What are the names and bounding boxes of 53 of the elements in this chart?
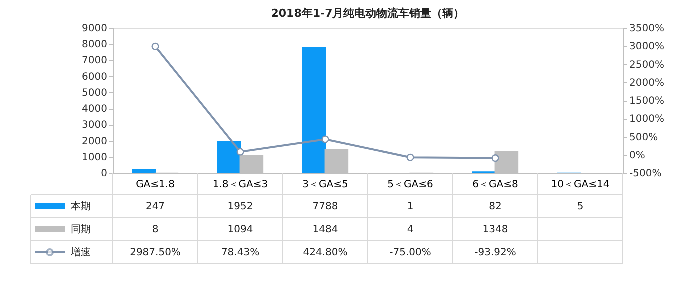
data-label: 424.80% [303, 248, 348, 258]
y-tick-label: 1000 [82, 152, 108, 164]
y2-tick-label: 2000% [630, 78, 664, 89]
data-label: 1484 [312, 224, 338, 236]
data-label: 5 [577, 202, 584, 212]
data-label: 1348 [482, 224, 508, 236]
data-label: 1094 [228, 224, 254, 236]
data-label: -75.00% [390, 248, 432, 258]
x-tick-label: 6＜GA≤8 [472, 180, 518, 190]
y-tick-label: 0 [101, 168, 108, 180]
y2-tick-label: 0% [630, 150, 646, 162]
data-label: 8 [152, 224, 159, 236]
legend-label: 本期 [71, 200, 91, 212]
y2-tick-label: -500% [630, 168, 662, 180]
y-tick-label: 2000 [82, 136, 108, 148]
data-label: 82 [489, 202, 502, 212]
legend-label: 同期 [71, 224, 91, 236]
y2-tick-label: 500% [630, 132, 658, 144]
y-tick-label: 9000 [82, 24, 108, 34]
point [236, 148, 244, 156]
data-label: 1952 [228, 202, 254, 212]
y-tick-label: 4000 [82, 104, 108, 116]
data-label: 1 [407, 202, 414, 212]
data-label: 78.43% [221, 248, 260, 258]
y-tick-label: 8000 [82, 40, 108, 51]
bar [302, 48, 326, 173]
data-label: 4 [407, 224, 414, 236]
y-tick-label: 6000 [82, 72, 108, 83]
bar [132, 169, 156, 173]
y2-tick-label: 3000% [630, 42, 664, 53]
data-label: 7788 [312, 202, 338, 212]
point [492, 154, 500, 162]
point [322, 136, 330, 144]
data-label: -93.92% [474, 248, 516, 258]
data-label: 2987.50% [130, 248, 181, 258]
y-tick-label: 5000 [82, 88, 108, 99]
x-tick-label: 10＜GA≤14 [551, 180, 610, 190]
bar [217, 142, 242, 173]
y2-tick-label: 1000% [630, 114, 664, 126]
y2-tick-label: 1500% [630, 96, 664, 107]
y2-tick-label: 3500% [630, 24, 664, 34]
y-tick-label: 3000 [82, 120, 108, 132]
y-tick-label: 7000 [82, 56, 108, 67]
legend-label: 增速 [70, 246, 91, 258]
x-tick-label: 5＜GA≤6 [388, 180, 434, 190]
x-tick-label: 1.8＜GA≤3 [212, 180, 268, 190]
point [152, 42, 160, 50]
x-tick-label: 3＜GA≤5 [302, 180, 348, 190]
y2-tick-label: 2500% [630, 60, 664, 71]
data-label: 247 [146, 202, 166, 212]
x-tick-label: GA≤1.8 [136, 180, 175, 190]
chart-title: 2018年1-7月纯电动物流车销量（辆） [271, 7, 465, 20]
point [406, 154, 414, 162]
